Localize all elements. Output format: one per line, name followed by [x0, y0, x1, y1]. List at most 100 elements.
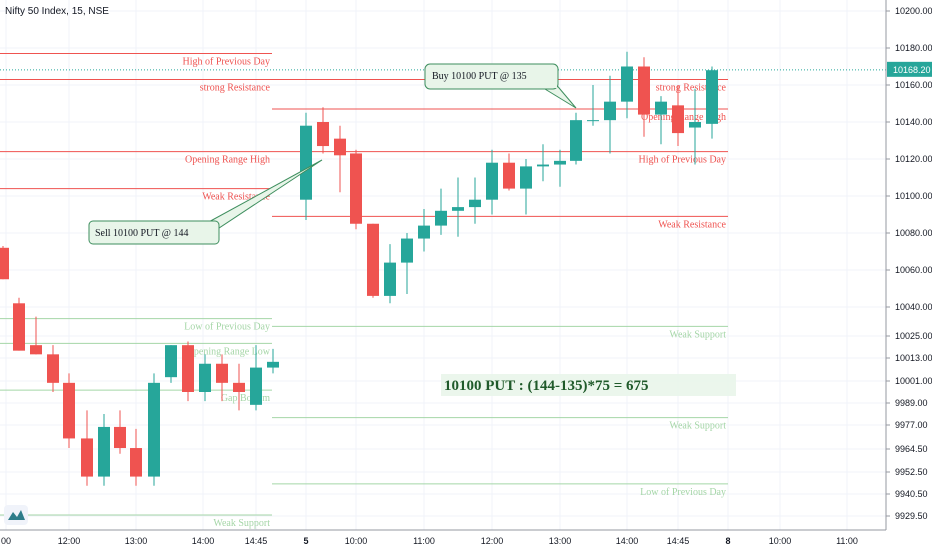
time-tick-label: 10:00 [345, 536, 368, 546]
time-tick-label: 5 [303, 536, 308, 546]
candle-body [300, 125, 312, 200]
candle-body [114, 426, 126, 449]
candle-body [384, 262, 396, 296]
candle-body [435, 210, 447, 226]
price-tick-label: 9977.00 [895, 420, 928, 430]
price-tick-label: 10080.00 [895, 228, 932, 238]
time-tick-label: 11:00 [836, 536, 858, 546]
candle-body [621, 66, 633, 102]
price-tick-label: 9952.50 [895, 467, 928, 477]
buy-callout-text: Buy 10100 PUT @ 135 [432, 71, 527, 82]
candle-body [182, 345, 194, 392]
candle-body [587, 120, 599, 122]
level-label: Weak Support [669, 421, 726, 432]
time-tick-label: 13:00 [125, 536, 148, 546]
candle-body [452, 207, 464, 211]
candle-body [148, 382, 160, 477]
buy-callout-join [540, 80, 557, 88]
time-tick-label: 14:45 [667, 536, 690, 546]
candle-body [30, 345, 42, 355]
candle-body [503, 162, 515, 189]
time-tick-label: 14:45 [245, 536, 268, 546]
price-tick-label: 9940.50 [895, 489, 928, 499]
price-tick-label: 10060.00 [895, 265, 932, 275]
price-tick-label: 9929.50 [895, 511, 928, 521]
candle-body [418, 225, 430, 239]
candle-body [199, 363, 211, 392]
level-label: Gap Bottom [221, 393, 270, 404]
candle-body [130, 448, 142, 477]
price-tick-label: 10100.00 [895, 191, 932, 201]
candle-body [367, 223, 379, 296]
candle-body [638, 66, 650, 115]
level-label: High of Previous Day [183, 57, 271, 68]
logo-icon [8, 510, 25, 520]
current-price-label: 10168.20 [893, 65, 931, 75]
time-tick-label: 10:00 [769, 536, 792, 546]
time-tick-label: 00 [1, 536, 11, 546]
candle-body [520, 166, 532, 189]
level-label: Weak Resistance [202, 192, 270, 203]
candle-body [63, 382, 75, 439]
profit-calc-text: 10100 PUT : (144-135)*75 = 675 [444, 378, 649, 394]
candle-body [689, 122, 701, 128]
trade-annotations: Sell 10100 PUT @ 144 Buy 10100 PUT @ 135 1… [88, 63, 736, 396]
candle-body [604, 101, 616, 121]
level-label: Weak Support [669, 329, 726, 340]
price-tick-label: 10025.00 [895, 331, 932, 341]
candle-body [486, 162, 498, 200]
chart-title: Nifty 50 Index, 15, NSE [5, 6, 109, 17]
sell-callout-text: Sell 10100 PUT @ 144 [95, 228, 188, 239]
price-tick-label: 10040.00 [895, 302, 932, 312]
level-label: Opening Range High [185, 155, 270, 166]
level-label: High of Previous Day [639, 155, 727, 166]
price-tick-label: 10140.00 [895, 117, 932, 127]
price-axis: 10200.00 10180.00 10160.00 10140.00 10120.00… [886, 6, 932, 521]
level-lines: High of Previous Day strong Resistance Ope… [0, 53, 886, 529]
sell-callout-join [200, 225, 218, 233]
candle-body [165, 345, 177, 378]
candle-body [250, 367, 262, 405]
level-label: Low of Previous Day [640, 487, 726, 498]
time-tick-label: 12:00 [58, 536, 81, 546]
current-price-tag [887, 61, 932, 77]
candle-body [554, 160, 566, 165]
time-axis-panel [0, 530, 932, 550]
candle-body [706, 70, 718, 124]
level-label: strong Resistance [656, 82, 727, 93]
candle-body [0, 247, 9, 280]
buy-callout-box [424, 63, 559, 90]
time-tick-label: 14:00 [616, 536, 639, 546]
profit-calc-box [441, 374, 736, 396]
candle-body [570, 120, 582, 161]
price-tick-label: 10200.00 [895, 6, 932, 16]
level-label: strong Resistance [200, 82, 271, 93]
sell-callout-box [88, 220, 220, 245]
candle-body [317, 122, 329, 147]
price-tick-label: 9964.50 [895, 444, 928, 454]
price-tick-label: 10013.00 [895, 353, 932, 363]
candle-body [672, 105, 684, 134]
time-axis: 00 12:00 13:00 14:00 14:45 5 10:00 11:00 12:00 13… [1, 536, 858, 546]
candle-body [469, 199, 481, 208]
candle-body [13, 303, 25, 351]
time-tick-label: 14:00 [192, 536, 215, 546]
candle-body [655, 101, 667, 115]
candle-body [334, 138, 346, 156]
tradingview-logo[interactable] [4, 505, 28, 525]
price-tick-label: 10001.00 [895, 376, 932, 386]
candle-body [81, 438, 93, 477]
time-tick-label: 13:00 [549, 536, 572, 546]
candle-body [233, 382, 245, 392]
time-tick-label: 11:00 [413, 536, 435, 546]
candle-body [267, 361, 279, 368]
price-tick-label: 10160.00 [895, 80, 932, 90]
level-label: Low of Previous Day [184, 322, 270, 333]
level-label: Weak Resistance [658, 219, 726, 230]
price-axis-panel [886, 0, 932, 550]
price-tick-label: 10120.00 [895, 154, 932, 164]
price-tick-label: 10180.00 [895, 43, 932, 53]
candle-body [350, 153, 362, 224]
level-label: Weak Support [213, 518, 270, 529]
